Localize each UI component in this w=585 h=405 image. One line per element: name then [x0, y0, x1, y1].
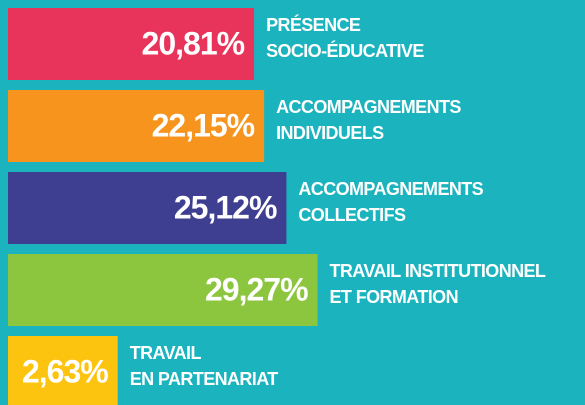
category-label: PRÉSENCE — [266, 14, 361, 35]
category-label: COLLECTIFS — [298, 205, 406, 225]
value-label: 20,81% — [142, 25, 245, 61]
category-label: EN PARTENARIAT — [130, 369, 279, 389]
category-label: ET FORMATION — [330, 287, 458, 307]
value-label: 29,27% — [205, 271, 308, 307]
category-label: INDIVIDUELS — [276, 123, 384, 143]
bar — [8, 172, 287, 244]
bar — [8, 336, 118, 405]
category-label: ACCOMPAGNEMENTS — [298, 179, 483, 199]
value-label: 25,12% — [174, 189, 277, 225]
value-label: 2,63% — [22, 353, 108, 389]
category-label: ACCOMPAGNEMENTS — [276, 97, 461, 117]
value-label: 22,15% — [152, 107, 255, 143]
bar — [8, 90, 265, 162]
category-label: SOCIO-ÉDUCATIVE — [266, 40, 424, 61]
bar — [8, 254, 318, 326]
bar — [8, 8, 255, 80]
category-label: TRAVAIL — [130, 343, 202, 363]
category-label: TRAVAIL INSTITUTIONNEL — [330, 261, 546, 281]
